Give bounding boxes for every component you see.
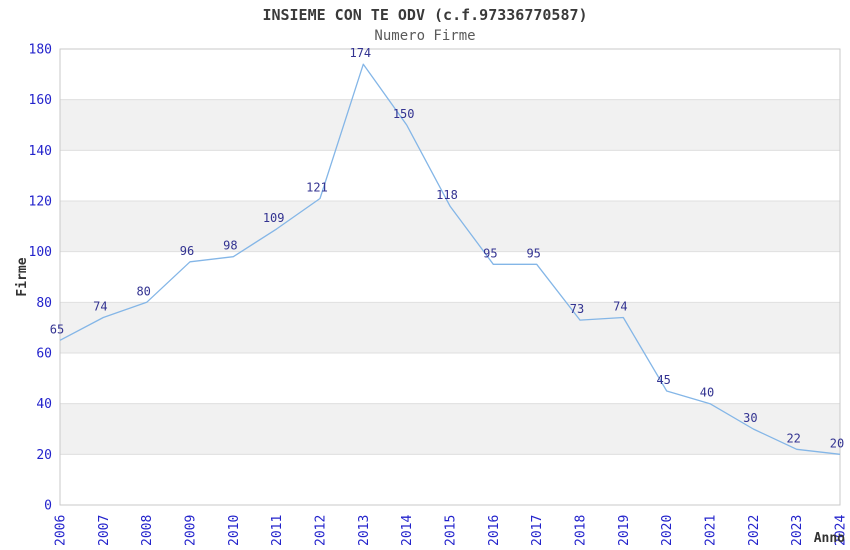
series-line (59, 63, 841, 455)
y-axis-label: Firme (15, 257, 30, 296)
grid-band (60, 201, 840, 252)
x-tick-label: 2006 (54, 515, 69, 546)
y-tick-label: 180 (29, 43, 52, 58)
data-label: 80 (136, 284, 150, 298)
data-label: 22 (786, 431, 800, 445)
x-tick-label: 2013 (357, 515, 372, 546)
data-label: 109 (263, 211, 285, 225)
x-axis-label: Anno (814, 531, 845, 546)
y-tick-label: 100 (29, 245, 52, 260)
data-label: 174 (349, 46, 371, 60)
x-tick-label: 2010 (227, 515, 242, 546)
x-tick-label: 2018 (574, 515, 589, 546)
grid-band (60, 403, 840, 455)
data-label: 74 (613, 300, 627, 314)
x-tick-label: 2023 (790, 515, 805, 546)
x-tick-label: 2016 (487, 515, 502, 546)
grid-band (60, 99, 840, 151)
y-tick-label: 20 (36, 448, 52, 463)
x-tick-label: 2012 (314, 515, 329, 546)
chart-title: INSIEME CON TE ODV (c.f.97336770587) (262, 6, 588, 24)
x-tick-label: 2009 (184, 515, 199, 546)
y-tick-label: 80 (36, 296, 52, 311)
data-label: 150 (393, 107, 415, 121)
data-label: 45 (656, 373, 670, 387)
data-label: 95 (526, 246, 540, 260)
x-tick-label: 2015 (444, 515, 459, 546)
x-tick-label: 2019 (617, 515, 632, 546)
x-tick-label: 2024 (834, 515, 849, 546)
data-label: 95 (483, 246, 497, 260)
y-tick-label: 40 (36, 397, 52, 412)
y-tick-label: 140 (29, 144, 52, 159)
x-tick-label: 2014 (400, 515, 415, 546)
data-label: 73 (570, 302, 584, 316)
y-tick-label: 0 (44, 499, 52, 514)
data-label: 40 (700, 386, 714, 400)
x-tick-label: 2008 (140, 515, 155, 546)
plot-border (59, 48, 841, 506)
x-tick-label: 2011 (270, 515, 285, 546)
x-tick-label: 2022 (747, 515, 762, 546)
data-label: 65 (50, 322, 64, 336)
y-tick-label: 60 (36, 347, 52, 362)
data-label: 30 (743, 411, 757, 425)
chart-subtitle: Numero Firme (374, 28, 476, 44)
y-tick-label: 160 (29, 93, 52, 108)
data-label: 74 (93, 300, 107, 314)
data-label: 118 (436, 188, 458, 202)
data-label: 20 (830, 436, 844, 450)
data-label: 96 (180, 244, 194, 258)
x-tick-label: 2020 (660, 515, 675, 546)
x-tick-label: 2017 (530, 515, 545, 546)
x-tick-label: 2021 (704, 515, 719, 546)
data-label: 121 (306, 180, 328, 194)
data-label: 98 (223, 239, 237, 253)
y-tick-label: 120 (29, 195, 52, 210)
grid-band (60, 302, 840, 353)
x-tick-label: 2007 (97, 515, 112, 546)
